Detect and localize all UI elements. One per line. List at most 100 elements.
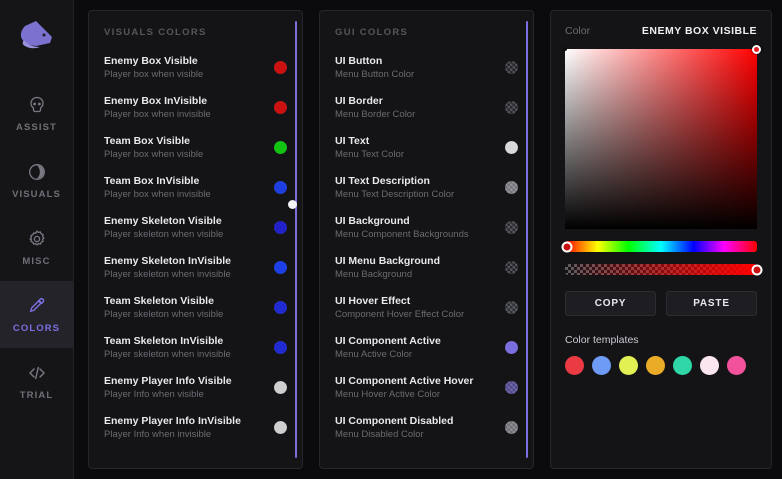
color-row-text: Enemy Skeleton InVisible Player skeleton …	[104, 254, 274, 281]
color-row-text: Enemy Player Info InVisible Player Info w…	[104, 414, 274, 441]
color-row[interactable]: Enemy Box InVisible Player box when invis…	[89, 87, 302, 127]
color-swatch-fill	[274, 300, 287, 314]
color-swatch[interactable]	[274, 60, 287, 74]
sidebar-item-assist[interactable]: ASSIST	[0, 80, 74, 147]
color-row-name: Enemy Box Visible	[104, 54, 198, 67]
visuals-scrollbar[interactable]	[288, 21, 297, 458]
color-row-name: Enemy Box InVisible	[104, 94, 208, 107]
sidebar-item-misc[interactable]: MISC	[0, 214, 74, 281]
color-row[interactable]: Team Box InVisible Player box when invisi…	[89, 167, 302, 207]
color-row[interactable]: Enemy Skeleton Visible Player skeleton wh…	[89, 207, 302, 247]
copy-button[interactable]: COPY	[565, 291, 656, 316]
saturation-value-area[interactable]	[563, 45, 761, 229]
color-row-name: Enemy Skeleton Visible	[104, 214, 222, 227]
color-template-swatch[interactable]	[727, 356, 746, 375]
sv-corner-dot	[563, 47, 567, 51]
color-swatch-fill	[505, 100, 518, 114]
alpha-slider[interactable]	[565, 264, 763, 275]
sidebar-item-visuals[interactable]: VISUALS	[0, 147, 74, 214]
color-swatch[interactable]	[505, 420, 518, 434]
hue-slider[interactable]	[561, 241, 757, 252]
color-swatch[interactable]	[505, 300, 518, 314]
color-template-swatch[interactable]	[619, 356, 638, 375]
color-row-text: Enemy Box InVisible Player box when invis…	[104, 94, 274, 121]
sv-cursor-handle[interactable]	[752, 45, 761, 54]
sidebar-item-colors[interactable]: COLORS	[0, 281, 74, 348]
color-row[interactable]: UI Component Active Menu Active Color	[320, 327, 533, 367]
color-row-text: UI Text Description Menu Text Description…	[335, 174, 505, 201]
color-swatch[interactable]	[274, 340, 287, 354]
color-row-text: UI Button Menu Button Color	[335, 54, 505, 81]
color-swatch[interactable]	[505, 100, 518, 114]
color-row[interactable]: UI Component Active Hover Menu Hover Acti…	[320, 367, 533, 407]
color-template-swatch[interactable]	[673, 356, 692, 375]
color-row-description: Menu Disabled Color	[335, 428, 424, 440]
color-row[interactable]: Enemy Player Info Visible Player Info whe…	[89, 367, 302, 407]
color-swatch[interactable]	[505, 380, 518, 394]
color-row-name: UI Border	[335, 94, 383, 107]
color-row-description: Player skeleton when visible	[104, 308, 224, 320]
color-swatch[interactable]	[274, 100, 287, 114]
color-swatch-fill	[274, 420, 287, 434]
sidebar-item-trial[interactable]: TRIAL	[0, 348, 74, 415]
color-row[interactable]: Enemy Skeleton InVisible Player skeleton …	[89, 247, 302, 287]
color-row-name: UI Button	[335, 54, 383, 67]
color-template-swatch[interactable]	[700, 356, 719, 375]
color-swatch[interactable]	[274, 220, 287, 234]
color-template-swatch[interactable]	[592, 356, 611, 375]
color-swatch[interactable]	[505, 260, 518, 274]
color-row[interactable]: UI Text Menu Text Color	[320, 127, 533, 167]
color-swatch[interactable]	[274, 140, 287, 154]
color-row[interactable]: Team Box Visible Player box when visible	[89, 127, 302, 167]
color-swatch[interactable]	[274, 180, 287, 194]
sidebar-item-label: VISUALS	[12, 188, 61, 200]
visuals-scrollbar-thumb[interactable]	[288, 200, 297, 210]
color-row-description: Player box when invisible	[104, 108, 211, 120]
color-swatch-fill	[274, 180, 287, 194]
color-row[interactable]: UI Component Disabled Menu Disabled Color	[320, 407, 533, 447]
paste-button[interactable]: PASTE	[666, 291, 757, 316]
color-row[interactable]: Team Skeleton Visible Player skeleton whe…	[89, 287, 302, 327]
alpha-slider-knob[interactable]	[751, 264, 763, 275]
color-row-description: Player box when visible	[104, 148, 204, 160]
gear-icon	[27, 229, 47, 249]
color-swatch-fill	[505, 180, 518, 194]
color-row[interactable]: UI Border Menu Border Color	[320, 87, 533, 127]
color-row[interactable]: UI Menu Background Menu Background	[320, 247, 533, 287]
color-row-name: Enemy Skeleton InVisible	[104, 254, 232, 267]
panel-title: GUI COLORS	[335, 27, 409, 38]
color-swatch-fill	[505, 60, 518, 74]
color-row[interactable]: UI Background Menu Component Backgrounds	[320, 207, 533, 247]
color-row-description: Player Info when invisible	[104, 428, 212, 440]
color-swatch[interactable]	[274, 300, 287, 314]
color-row-name: Enemy Player Info InVisible	[104, 414, 241, 427]
color-row-text: UI Component Disabled Menu Disabled Color	[335, 414, 505, 441]
color-swatch[interactable]	[505, 140, 518, 154]
color-row[interactable]: UI Text Description Menu Text Description…	[320, 167, 533, 207]
color-row-description: Menu Text Description Color	[335, 188, 455, 200]
color-swatch[interactable]	[505, 180, 518, 194]
color-row[interactable]: Enemy Player Info InVisible Player Info w…	[89, 407, 302, 447]
color-template-swatch[interactable]	[565, 356, 584, 375]
color-swatch[interactable]	[505, 340, 518, 354]
color-swatch[interactable]	[274, 380, 287, 394]
color-row[interactable]: Enemy Box Visible Player box when visible	[89, 47, 302, 87]
color-swatch[interactable]	[505, 220, 518, 234]
gui-scrollbar[interactable]	[526, 21, 528, 458]
color-row[interactable]: UI Hover Effect Component Hover Effect Co…	[320, 287, 533, 327]
color-template-swatch[interactable]	[646, 356, 665, 375]
transparency-checker	[505, 220, 518, 234]
color-swatch-fill	[505, 340, 518, 354]
color-swatch-fill	[505, 260, 518, 274]
color-swatch[interactable]	[505, 60, 518, 74]
color-row-text: Team Skeleton InVisible Player skeleton w…	[104, 334, 274, 361]
color-row[interactable]: Team Skeleton InVisible Player skeleton w…	[89, 327, 302, 367]
picker-actions: COPY PASTE	[565, 291, 757, 316]
visuals-rows: Enemy Box Visible Player box when visible…	[89, 38, 302, 447]
color-swatch[interactable]	[274, 420, 287, 434]
color-row-text: Enemy Box Visible Player box when visible	[104, 54, 274, 81]
color-swatch[interactable]	[274, 260, 287, 274]
color-row-description: Menu Border Color	[335, 108, 416, 120]
hue-slider-knob[interactable]	[561, 241, 573, 252]
color-row[interactable]: UI Button Menu Button Color	[320, 47, 533, 87]
